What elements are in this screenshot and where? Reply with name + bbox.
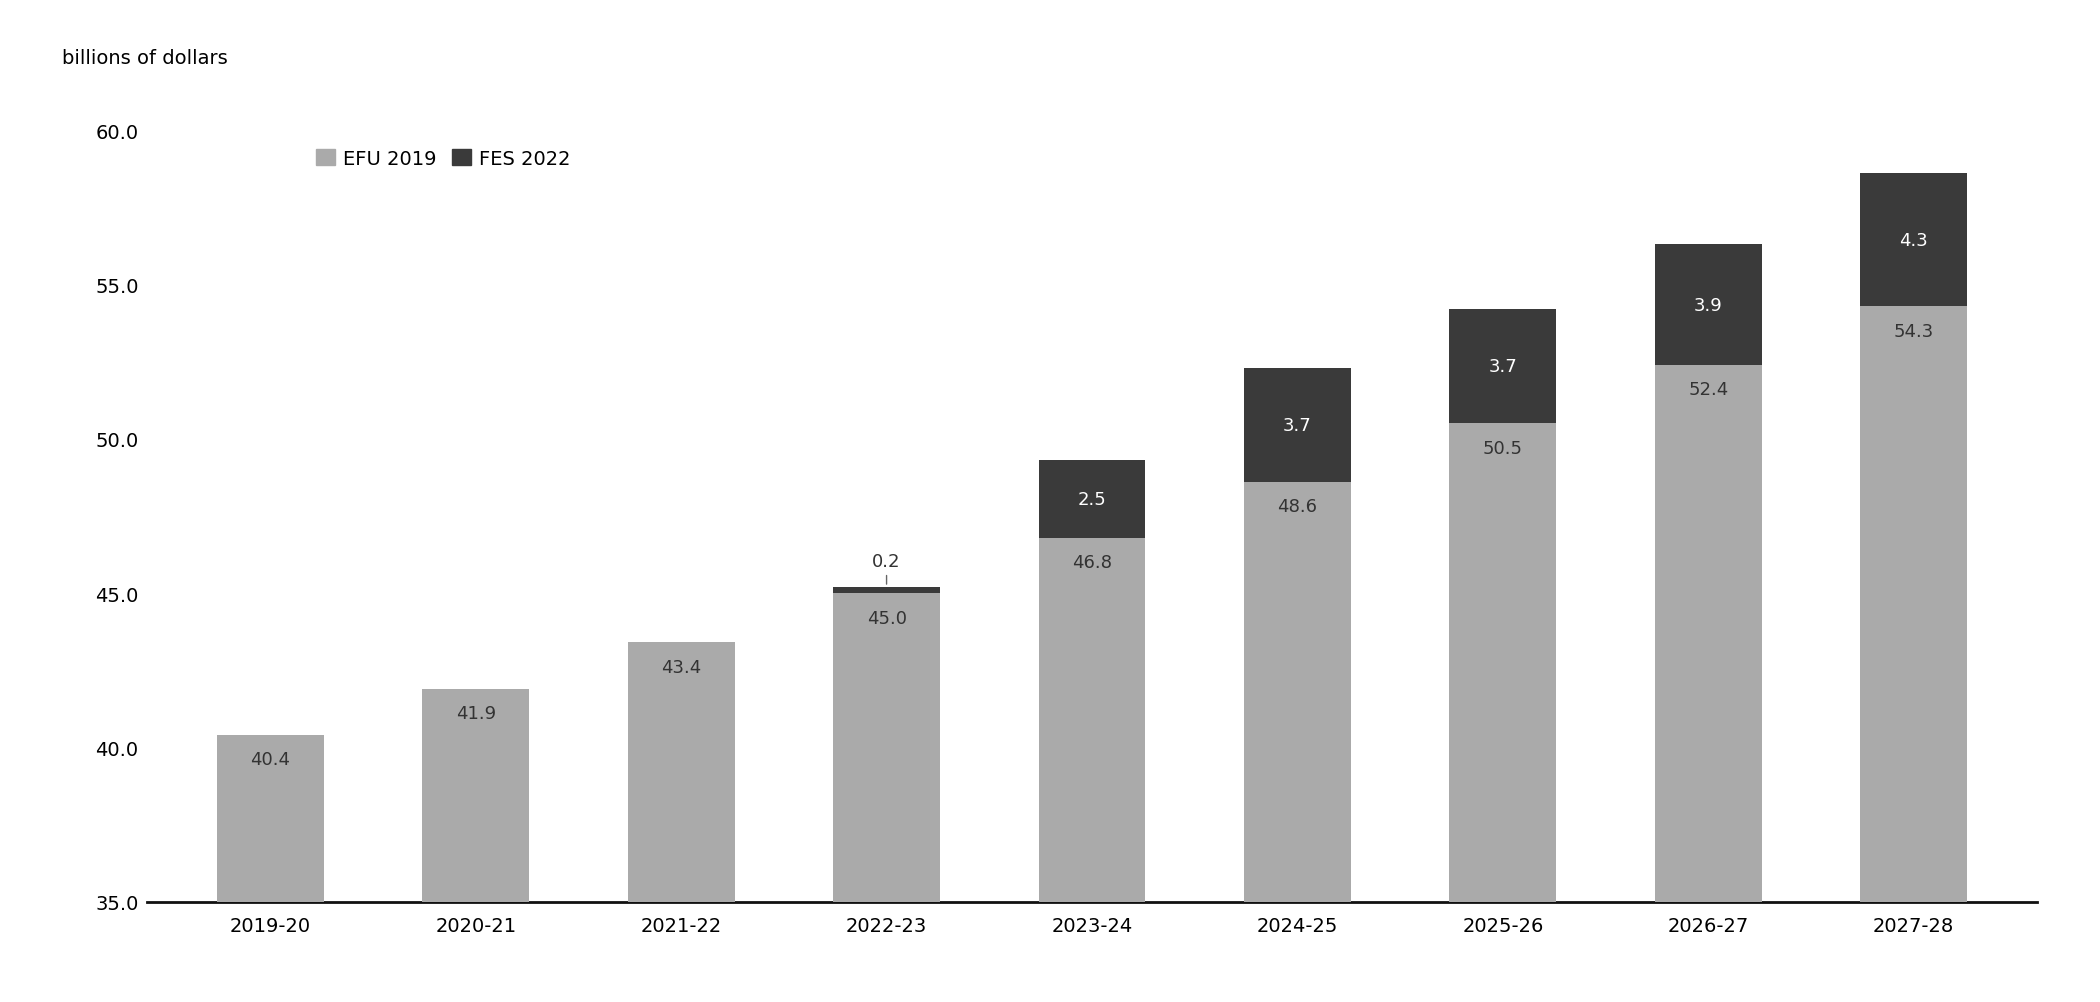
Text: 46.8: 46.8 [1071, 553, 1113, 571]
Bar [834, 587, 941, 593]
Bar [1040, 461, 1144, 538]
Bar [1243, 483, 1350, 902]
Legend: EFU 2019, FES 2022: EFU 2019, FES 2022 [309, 142, 578, 176]
Bar [1449, 310, 1556, 424]
Text: 3.7: 3.7 [1489, 358, 1516, 376]
Text: 43.4: 43.4 [662, 658, 701, 676]
Text: 48.6: 48.6 [1277, 498, 1317, 516]
Bar [216, 735, 323, 902]
Text: 4.3: 4.3 [1898, 231, 1928, 249]
Bar [834, 593, 941, 902]
Bar [1861, 307, 1968, 902]
Bar [1449, 424, 1556, 902]
Bar [422, 689, 529, 902]
Bar [1655, 245, 1762, 366]
Bar [1861, 174, 1968, 307]
Text: 0.2: 0.2 [872, 552, 901, 584]
Bar [1655, 366, 1762, 902]
Text: 52.4: 52.4 [1688, 381, 1728, 399]
Text: 3.9: 3.9 [1695, 297, 1722, 315]
Text: 41.9: 41.9 [456, 704, 496, 722]
Text: 45.0: 45.0 [867, 609, 907, 627]
Bar [1243, 369, 1350, 483]
Text: 2.5: 2.5 [1077, 490, 1107, 508]
Bar [1040, 538, 1144, 902]
Text: 54.3: 54.3 [1894, 323, 1934, 340]
Text: billions of dollars: billions of dollars [63, 49, 227, 68]
Text: 50.5: 50.5 [1483, 439, 1522, 457]
Text: 40.4: 40.4 [250, 750, 290, 769]
Text: 3.7: 3.7 [1283, 417, 1312, 435]
Bar [628, 643, 735, 902]
